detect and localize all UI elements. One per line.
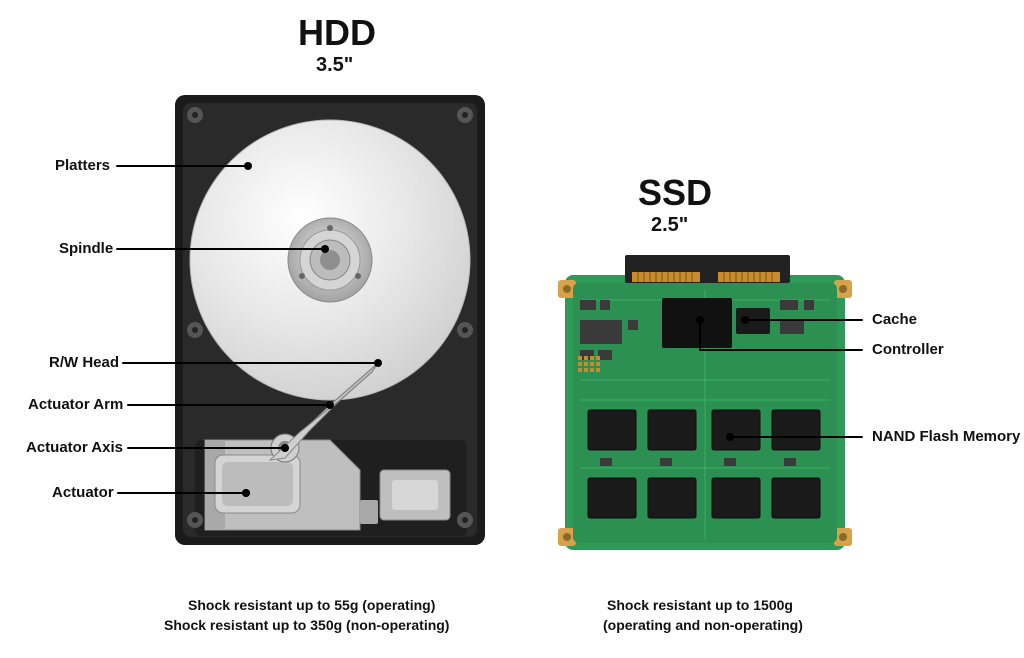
- diagram-svg: [0, 0, 1024, 658]
- hdd-label-actuator-axis: Actuator Axis: [26, 439, 123, 456]
- ssd-device: [558, 255, 852, 550]
- ssd-caption-1: Shock resistant up to 1500g: [607, 597, 793, 613]
- hdd-device: [175, 95, 485, 545]
- hdd-label-actuator: Actuator: [52, 484, 114, 501]
- hdd-caption-2: Shock resistant up to 350g (non-operatin…: [164, 617, 449, 633]
- hdd-label-platters: Platters: [55, 157, 110, 174]
- ssd-label-controller: Controller: [872, 341, 944, 358]
- hdd-label-actuator-arm: Actuator Arm: [28, 396, 123, 413]
- hdd-label-rwhead: R/W Head: [49, 354, 119, 371]
- ssd-caption-2: (operating and non-operating): [603, 617, 803, 633]
- hdd-caption-1: Shock resistant up to 55g (operating): [188, 597, 435, 613]
- ssd-label-nand: NAND Flash Memory: [872, 428, 1020, 445]
- hdd-label-spindle: Spindle: [59, 240, 113, 257]
- ssd-label-cache: Cache: [872, 311, 917, 328]
